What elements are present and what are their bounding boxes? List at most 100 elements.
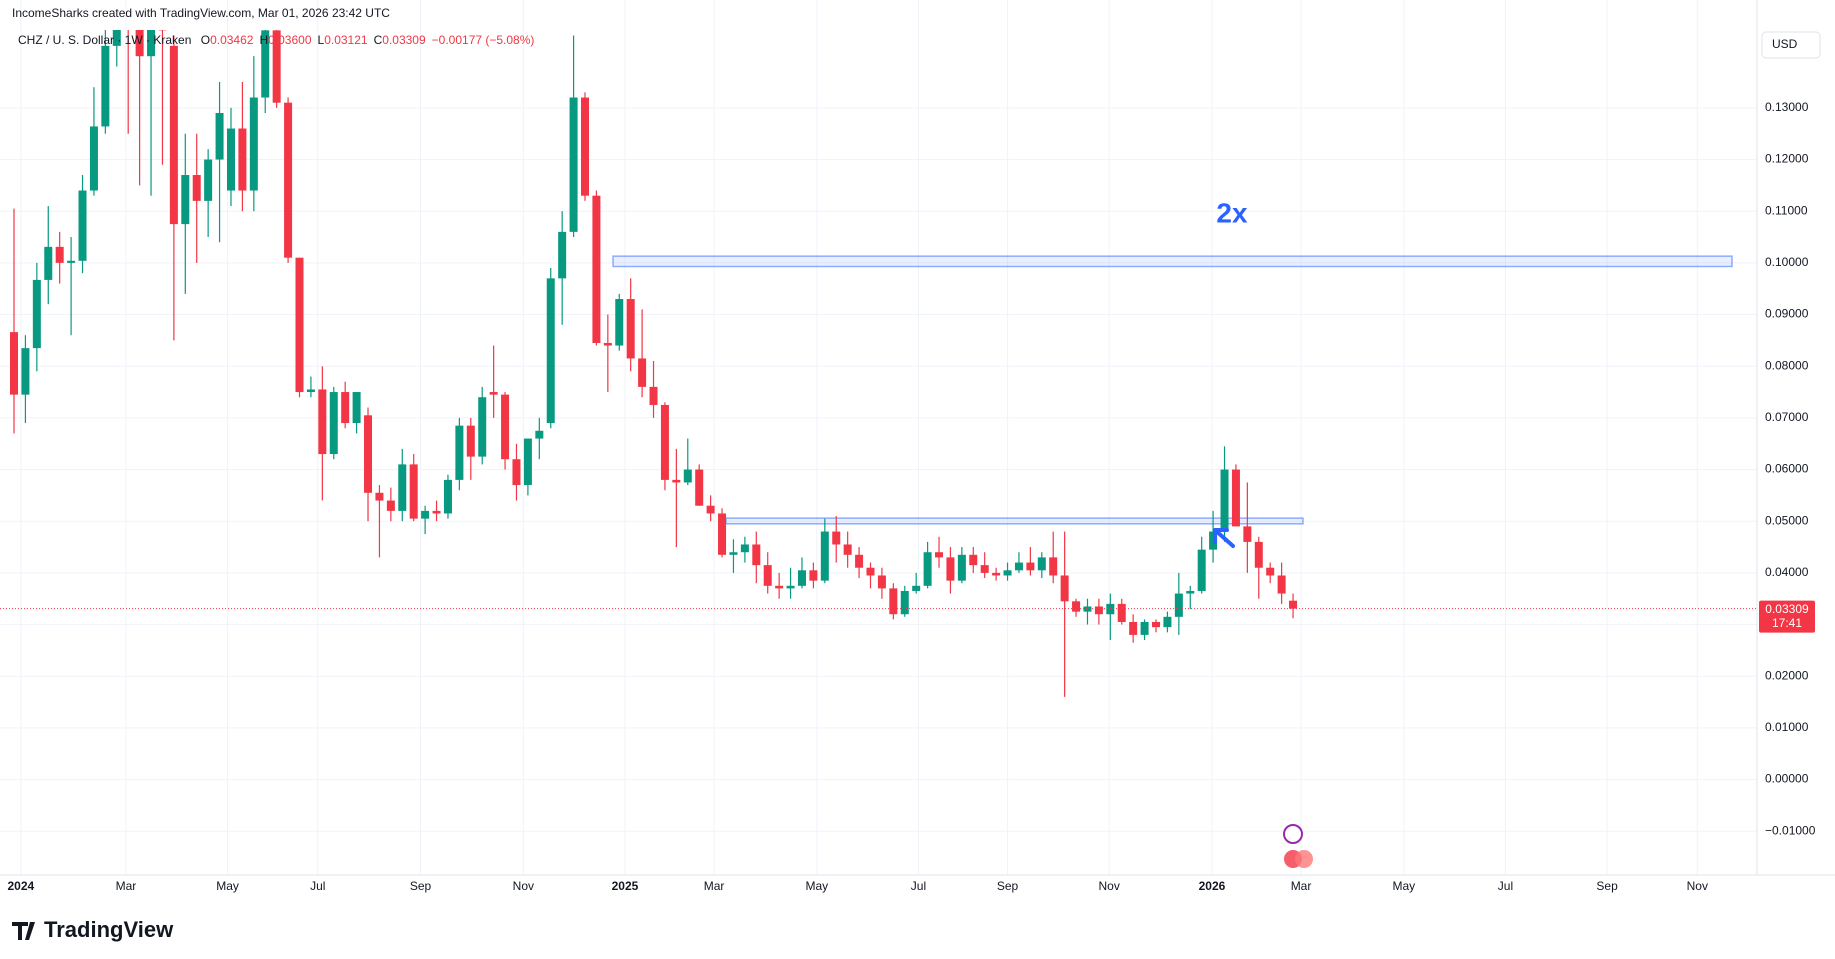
candle-body [775,585,784,589]
candle-body [569,97,578,232]
logo: TradingView [12,917,174,942]
candle-body [1266,567,1275,576]
candle-body [603,342,612,346]
candle-body [797,570,806,586]
candle-body [660,404,669,480]
y-tick-label: 0.06000 [1765,462,1809,476]
candle-body [1094,606,1103,615]
x-tick-label: Mar [116,879,137,893]
x-tick-label: Jul [911,879,926,893]
candle-body [1129,621,1138,635]
candle-body [489,392,498,395]
candle-body [10,332,18,395]
candle-body [455,425,464,480]
x-tick-label: Sep [997,879,1019,893]
y-tick-label: 0.13000 [1765,100,1809,114]
candle-body [478,397,487,457]
candle-body [877,575,886,589]
candle-body [169,45,178,225]
candle-body [615,299,624,346]
annotation: 2x [1216,197,1248,228]
candle-body [809,570,818,581]
candle-body [706,505,715,514]
candle-body [855,554,864,568]
candle-body [718,513,727,555]
y-tick-label: 0.11000 [1765,203,1808,217]
candle-body [432,510,441,514]
y-tick-label: 0.07000 [1765,410,1809,424]
candle-body [1083,606,1092,612]
candle-body [1003,570,1012,576]
legend-key: C [374,33,383,47]
candle-body [284,102,293,258]
x-tick-label: 2026 [1199,879,1226,893]
symbol: CHZ / U. S. Dollar · 1W · Kraken [18,33,191,47]
candle-body [832,531,841,545]
candle-body [295,257,304,393]
legend-key: L [318,33,325,47]
candle-body [158,30,167,31]
candle-body [89,126,98,191]
x-tick-label: May [216,879,239,893]
candle-body [1277,575,1286,594]
x-tick-label: 2024 [8,879,35,893]
candle-body [695,469,704,506]
candle-body [329,392,338,455]
candle-body [135,30,144,57]
currency: USD [1772,37,1798,51]
candle-body [1037,557,1046,571]
y-tick-label: 0.09000 [1765,307,1809,321]
candle-body [546,278,555,424]
candle-body [1231,469,1240,527]
countdown: 17:41 [1772,616,1802,630]
candle-body [946,557,955,581]
candle-body [55,246,64,263]
candle-body [1049,557,1058,576]
legend-key: O [201,33,210,47]
candle-body [466,425,475,457]
event-icon[interactable] [1283,824,1303,844]
candle-body [535,430,544,439]
candle-body [1243,526,1252,542]
candle-body [649,386,658,405]
candle-body [21,348,30,395]
candle-body [443,479,452,514]
candle-body [204,159,213,201]
candle-body [238,128,247,191]
x-tick-label: Jul [310,879,325,893]
x-tick-label: Nov [513,879,534,893]
candle-body [638,358,647,387]
y-tick-label: 0.05000 [1765,513,1809,527]
x-tick-label: Mar [1291,879,1312,893]
candle-body [1060,575,1069,602]
candle-body [763,565,772,586]
plot-area [10,30,1733,697]
logo-text: TradingView [44,917,174,942]
candle-body [672,479,681,483]
candle-body [843,544,852,555]
candle-body [398,464,407,511]
candle-body [32,279,41,349]
y-tick-label: 0.04000 [1765,565,1809,579]
logo-mark [12,922,35,940]
candle-body [935,552,944,558]
arrow [1213,528,1235,548]
currency-button[interactable] [1761,31,1821,59]
candle-body [341,392,350,424]
event-icon[interactable] [1295,850,1313,868]
candle-body [1197,549,1206,591]
legend-value: 0.03600 [268,33,312,47]
header: IncomeSharks created with TradingView.co… [12,6,390,20]
candle-body [992,572,1001,576]
price-label: 0.03309 [1765,602,1809,616]
candle-body [386,500,395,511]
candle-body [249,97,258,191]
candle-body [215,113,224,160]
candle-body [752,544,761,566]
x-tick-label: Mar [704,879,725,893]
candle-body [78,190,87,261]
candle-body [318,389,327,455]
y-tick-label: 0.01000 [1765,720,1809,734]
candle-body [980,565,989,573]
candle-body [1026,562,1035,571]
